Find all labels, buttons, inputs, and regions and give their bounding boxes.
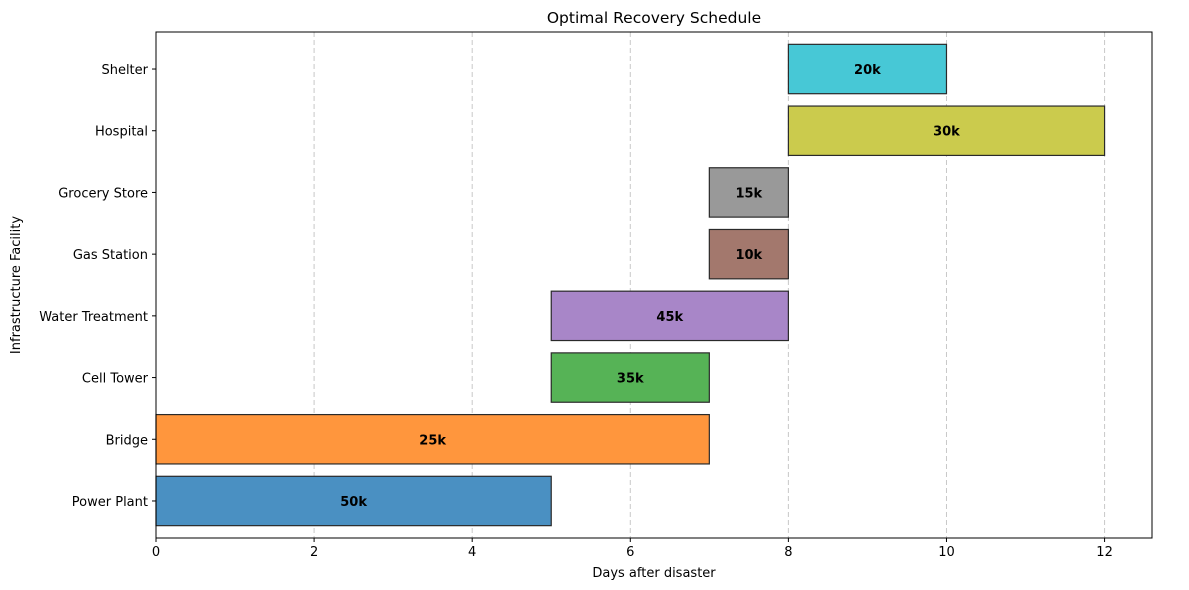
bar-water-treatment — [550, 290, 789, 342]
y-tick-label-power-plant: Power Plant — [72, 495, 148, 510]
x-tick-label: 6 — [626, 545, 634, 560]
x-axis-title: Days after disaster — [592, 566, 716, 581]
bar-label-power-plant: 50k — [340, 495, 367, 510]
x-tick-label: 2 — [310, 545, 318, 560]
bar-gas-station — [708, 228, 789, 280]
bar-label-bridge: 25k — [419, 433, 446, 448]
bar-label-hospital: 30k — [933, 125, 960, 140]
y-tick-label-cell-tower: Cell Tower — [82, 372, 149, 387]
bar-cell-tower — [550, 352, 710, 403]
y-tick-label-shelter: Shelter — [101, 63, 148, 78]
bar-hospital — [787, 105, 1106, 157]
y-tick-label-water-treatment: Water Treatment — [39, 310, 148, 325]
bar-label-cell-tower: 35k — [617, 372, 644, 387]
x-tick-label: 8 — [784, 545, 792, 560]
bar-label-gas-station: 10k — [735, 248, 762, 263]
plot-frame — [155, 31, 1153, 539]
y-tick-label-bridge: Bridge — [106, 433, 148, 448]
bar-label-water-treatment: 45k — [656, 310, 683, 325]
bar-shelter — [787, 43, 948, 95]
x-tick-label: 4 — [468, 545, 476, 560]
y-tick-label-grocery-store: Grocery Store — [58, 186, 148, 201]
bar-power-plant — [155, 475, 552, 527]
bar-label-shelter: 20k — [854, 63, 881, 78]
bar-label-grocery-store: 15k — [735, 186, 762, 201]
x-tick-label: 10 — [938, 545, 955, 560]
bars: 50k 25k 35k 45k 10k 15k 30k 20k — [155, 43, 1106, 527]
x-tick-label: 0 — [152, 545, 160, 560]
y-axis: Power Plant Bridge Cell Tower Water Treatme… — [39, 63, 156, 510]
y-tick-label-gas-station: Gas Station — [73, 248, 148, 263]
y-axis-title: Infrastructure Facility — [9, 216, 24, 354]
x-axis: 0 2 4 6 8 10 12 — [152, 538, 1113, 560]
chart-title: Optimal Recovery Schedule — [547, 9, 761, 27]
x-tick-label: 12 — [1096, 545, 1113, 560]
y-tick-label-hospital: Hospital — [95, 125, 148, 140]
bar-grocery-store — [708, 167, 789, 218]
